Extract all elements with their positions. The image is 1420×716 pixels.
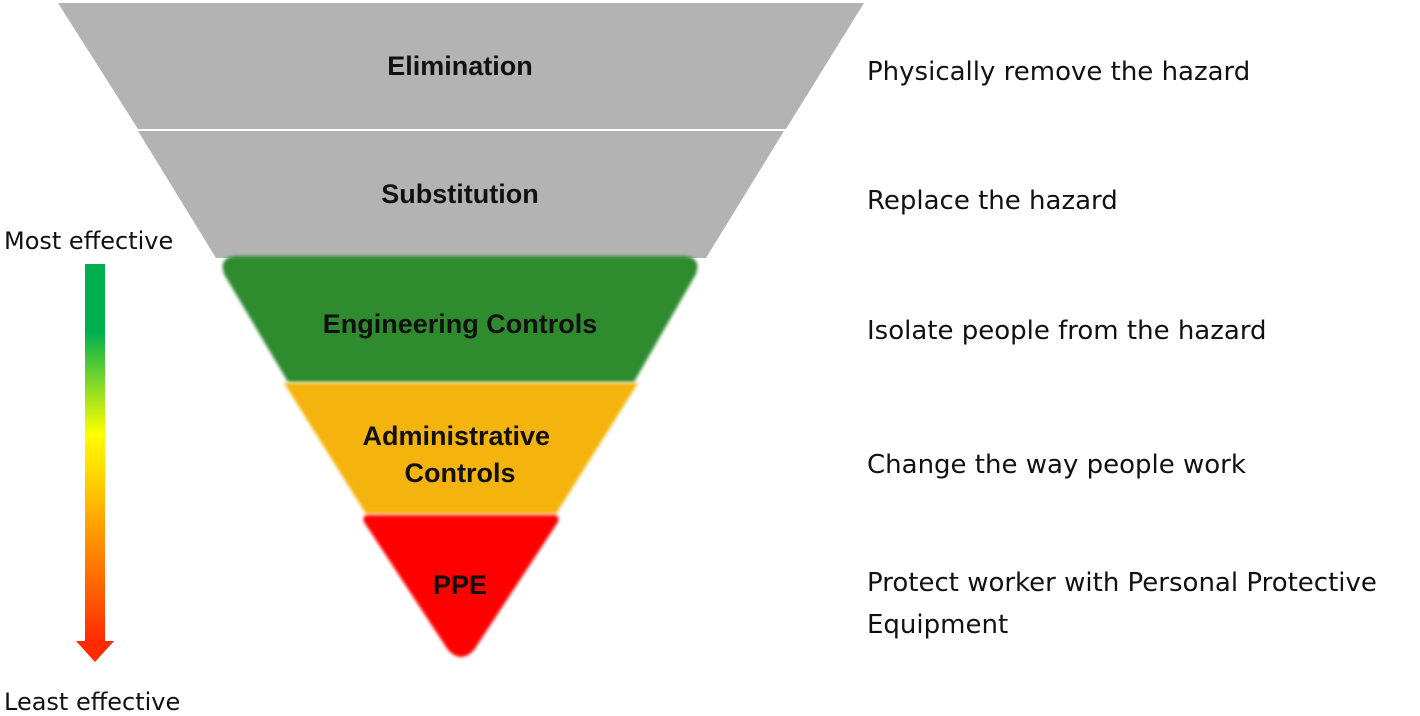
administrative-controls-band [284, 383, 638, 514]
elimination-description: Physically remove the hazard [867, 57, 1251, 87]
most-effective-label: Most effective [4, 227, 174, 255]
substitution-band [138, 131, 784, 258]
engineering-controls-band [222, 256, 698, 382]
substitution-description: Replace the hazard [867, 186, 1118, 216]
engineering-controls-description: Isolate people from the hazard [867, 316, 1267, 346]
substitution-label: Substitution [381, 179, 538, 209]
elimination-band [58, 3, 864, 129]
effectiveness-scale-bar [85, 264, 105, 642]
administrative-controls-label: Administrative Controls [362, 421, 557, 488]
ppe-description: Protect worker with Personal Protective … [867, 568, 1377, 640]
ppe-label: PPE [433, 570, 487, 600]
ppe-band [363, 515, 559, 657]
effectiveness-arrow-head [76, 641, 114, 662]
engineering-controls-label: Engineering Controls [323, 309, 598, 339]
least-effective-label: Least effective [4, 688, 181, 716]
elimination-label: Elimination [387, 51, 533, 81]
administrative-controls-description: Change the way people work [867, 450, 1246, 480]
